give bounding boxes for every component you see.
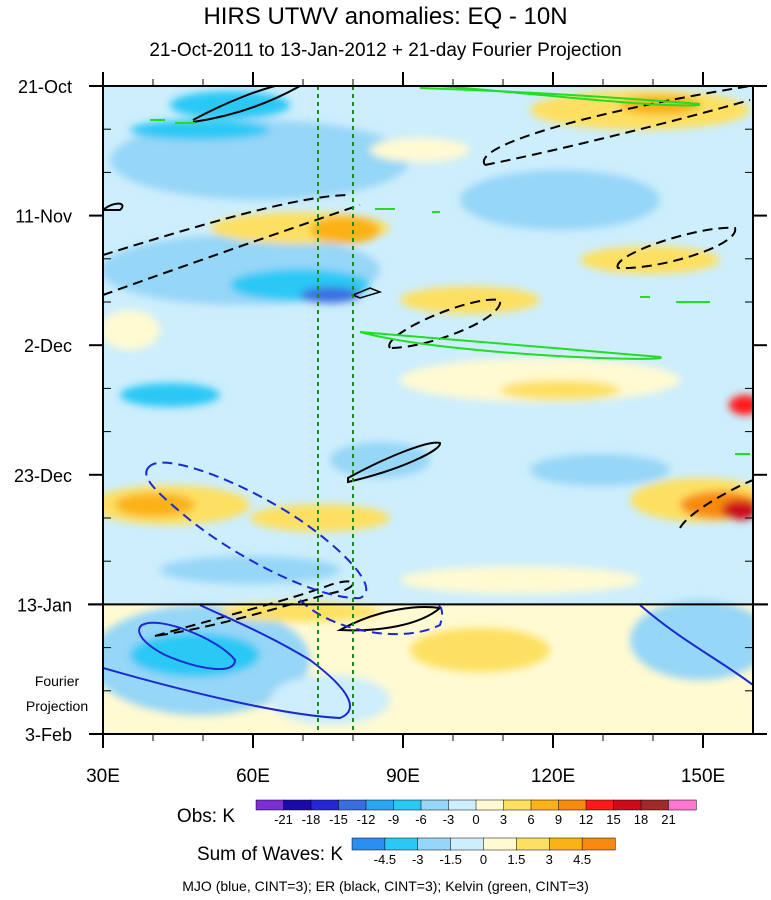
colorbar-swatch [558,799,587,811]
colorbar-swatch [668,799,697,811]
x-axis: 30E 60E 90E 120E 150E [86,72,725,787]
projection-label-line-2: Projection [26,698,88,714]
obs-colorbar: -21 -18 -15 -12 -9 -6 -3 0 3 6 9 12 15 18 21 [255,799,697,827]
y-tick-label: 21-Oct [18,77,72,97]
er-contour-negative [103,194,351,256]
colorbar-tick-label: -15 [329,812,348,827]
y-tick-label: 2-Dec [24,336,72,356]
colorbar-tick-label: -18 [302,812,321,827]
colorbar-swatch [417,837,452,851]
chart-title: HIRS UTWV anomalies: EQ - 10N [203,3,568,30]
colorbar-swatch [310,799,340,811]
colorbar-swatch [585,799,615,811]
colorbar-tick-label: 3 [546,852,553,867]
colorbar-swatch [581,837,616,851]
colorbar-swatch [448,799,477,811]
colorbar-swatch [420,799,450,811]
colorbar-tick-label: 4.5 [573,852,591,867]
colorbar-swatch [475,799,505,811]
colorbar-swatch [613,799,642,811]
er-contour-negative [484,99,751,166]
colorbar-tick-label: 6 [527,812,534,827]
mjo-contour [103,604,351,720]
colorbar-swatch [365,799,395,811]
mjo-contour-negative [145,461,368,600]
colorbar-swatch [255,799,285,811]
er-contour [347,441,441,484]
colorbar-tick-label: 15 [606,812,620,827]
colorbar-swatch [483,837,517,851]
projection-label-line-1: Fourier [35,673,80,689]
kelvin-contour [419,87,701,105]
colorbar-tick-label: 0 [480,852,487,867]
colorbar-swatch [503,799,532,811]
er-contour-negative [103,204,361,296]
colorbar-tick-label: 18 [634,812,648,827]
colorbar-swatch [283,799,312,811]
colorbar-swatch [530,799,560,811]
colorbar-tick-label: -4.5 [374,852,396,867]
wave-contours [103,86,753,720]
obs-colorbar-label: Obs: K [177,806,235,827]
er-contour [351,287,383,299]
x-tick-label: 30E [86,766,120,787]
colorbar-swatch [450,837,485,851]
er-contour [192,86,301,123]
er-contour-negative [482,86,751,166]
colorbar-tick-label: 12 [579,812,593,827]
x-tick-label: 60E [236,766,270,787]
colorbar-tick-label: 1.5 [507,852,525,867]
y-axis: 21-Oct 11-Nov 2-Dec 23-Dec 13-Jan 3-Feb [14,77,767,745]
x-tick-label: 150E [681,766,725,787]
er-contour-negative [679,479,753,529]
colorbar-tick-label: 9 [555,812,562,827]
colorbar-swatch [384,837,419,851]
x-tick-label: 120E [531,766,575,787]
colorbar-swatch [351,837,386,851]
colorbar-tick-label: -1.5 [439,852,461,867]
y-tick-label: 13-Jan [17,595,72,615]
plot-area [103,86,753,734]
plot-frame [102,85,754,735]
colorbar-tick-label: 21 [661,812,675,827]
colorbar-tick-label: -3 [443,812,455,827]
colorbar-swatch [549,837,583,851]
x-tick-label: 90E [386,766,420,787]
er-contour-negative [388,298,502,350]
colorbar-swatch [393,799,422,811]
reference-longitude-lines [317,86,354,734]
colorbar-tick-label: -12 [357,812,376,827]
mjo-contour [639,604,753,686]
kelvin-contour [439,86,701,107]
colorbar-tick-label: 3 [500,812,507,827]
obs-anomaly-shading [103,90,753,594]
wave-legend-footnote: MJO (blue, CINT=3); ER (black, CINT=3); … [182,878,589,894]
mjo-contour-negative [299,599,444,636]
y-tick-label: 23-Dec [14,466,72,486]
er-contour-negative [616,226,737,270]
colorbar-swatch [640,799,670,811]
er-contour-negative [154,580,354,637]
chart-subtitle: 21-Oct-2011 to 13-Jan-2012 + 21-day Four… [149,40,622,61]
waves-colorbar-label: Sum of Waves: K [197,844,343,865]
er-contour [192,86,276,121]
colorbar-tick-label: -9 [388,812,400,827]
colorbar-tick-label: -21 [274,812,293,827]
er-contour [103,202,124,211]
kelvin-contour [359,331,662,360]
mjo-contour [138,621,237,671]
colorbar-tick-label: -6 [415,812,427,827]
colorbar-tick-label: -3 [412,852,424,867]
y-tick-label: 3-Feb [25,725,72,745]
colorbar-tick-label: 0 [472,812,479,827]
colorbar-swatch [338,799,367,811]
colorbar-swatch [516,837,550,851]
waves-colorbar: -4.5 -3 -1.5 0 1.5 3 4.5 [351,837,616,867]
y-tick-label: 11-Nov [15,207,72,227]
